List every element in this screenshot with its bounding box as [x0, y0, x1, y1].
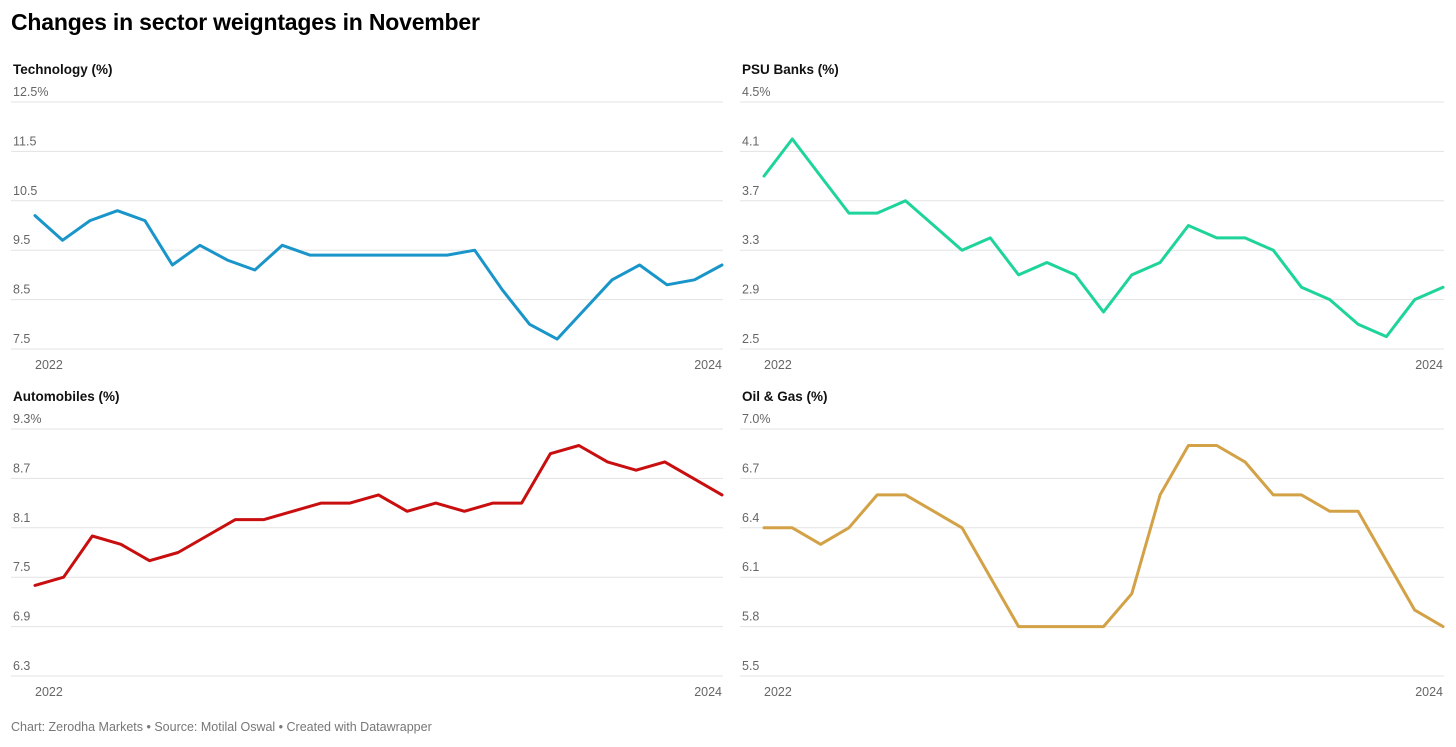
- panel-psu-banks: PSU Banks (%) 4.5% 4.1 3.7 3.3 2.9 2.5 2022 202…: [740, 62, 1445, 382]
- panel-label: PSU Banks (%): [742, 62, 839, 77]
- y-tick-label: 9.3%: [13, 412, 42, 426]
- chart-automobiles: 9.3% 8.7 8.1 7.5 6.9 6.3 2022 2024: [11, 412, 724, 699]
- x-tick-label: 2022: [764, 685, 792, 699]
- y-tick-label: 12.5%: [13, 85, 48, 99]
- y-tick-label: 6.9: [13, 610, 30, 624]
- x-tick-label: 2024: [1415, 358, 1443, 372]
- x-tick-label: 2022: [35, 358, 63, 372]
- footer-source: Source: Motilal Oswal: [154, 720, 276, 734]
- footer-created-with: Created with Datawrapper: [286, 720, 432, 734]
- panel-technology: Technology (%) 12.5% 11.5 10.5 9.5 8.5 7.5 202…: [11, 62, 724, 382]
- y-tick-label: 6.4: [742, 511, 759, 525]
- chart-psu-banks: 4.5% 4.1 3.7 3.3 2.9 2.5 2022 2024: [740, 85, 1445, 372]
- y-tick-label: 8.7: [13, 461, 30, 475]
- y-tick-label: 7.5: [13, 332, 30, 346]
- panel-label: Oil & Gas (%): [742, 389, 828, 404]
- y-tick-label: 8.1: [13, 511, 30, 525]
- series-line: [762, 444, 1445, 629]
- chart-technology: 12.5% 11.5 10.5 9.5 8.5 7.5 2022 2024: [11, 85, 724, 372]
- y-tick-label: 4.1: [742, 134, 759, 148]
- y-tick-label: 9.5: [13, 233, 30, 247]
- y-tick-label: 5.8: [742, 610, 759, 624]
- chart-title: Changes in sector weigntages in November: [11, 9, 480, 35]
- y-tick-label: 7.0%: [742, 412, 771, 426]
- y-tick-label: 3.3: [742, 233, 759, 247]
- y-tick-label: 2.5: [742, 332, 759, 346]
- series-line: [33, 444, 724, 587]
- panel-label: Automobiles (%): [13, 389, 120, 404]
- chart-footer: Chart: Zerodha Markets • Source: Motilal…: [11, 720, 432, 734]
- y-tick-label: 8.5: [13, 283, 30, 297]
- y-tick-label: 10.5: [13, 184, 37, 198]
- footer-chart-credit: Chart: Zerodha Markets: [11, 720, 143, 734]
- x-tick-label: 2022: [764, 358, 792, 372]
- y-tick-label: 7.5: [13, 560, 30, 574]
- panel-oil-gas: Oil & Gas (%) 7.0% 6.7 6.4 6.1 5.8 5.5 2022 202…: [740, 389, 1445, 709]
- footer-separator: •: [143, 720, 155, 734]
- x-tick-label: 2024: [694, 358, 722, 372]
- y-tick-label: 2.9: [742, 283, 759, 297]
- x-tick-label: 2024: [694, 685, 722, 699]
- y-tick-label: 6.3: [13, 659, 30, 673]
- y-tick-label: 6.1: [742, 560, 759, 574]
- panel-label: Technology (%): [13, 62, 113, 77]
- y-tick-label: 6.7: [742, 461, 759, 475]
- series-line: [33, 209, 724, 341]
- footer-separator: •: [275, 720, 287, 734]
- y-tick-label: 11.5: [13, 134, 36, 148]
- y-tick-label: 5.5: [742, 659, 759, 673]
- x-tick-label: 2022: [35, 685, 63, 699]
- panel-automobiles: Automobiles (%) 9.3% 8.7 8.1 7.5 6.9 6.3 2022 2…: [11, 389, 724, 709]
- series-line: [762, 137, 1445, 339]
- y-tick-label: 3.7: [742, 184, 759, 198]
- chart-oil-gas: 7.0% 6.7 6.4 6.1 5.8 5.5 2022 2024: [740, 412, 1445, 699]
- x-tick-label: 2024: [1415, 685, 1443, 699]
- y-tick-label: 4.5%: [742, 85, 771, 99]
